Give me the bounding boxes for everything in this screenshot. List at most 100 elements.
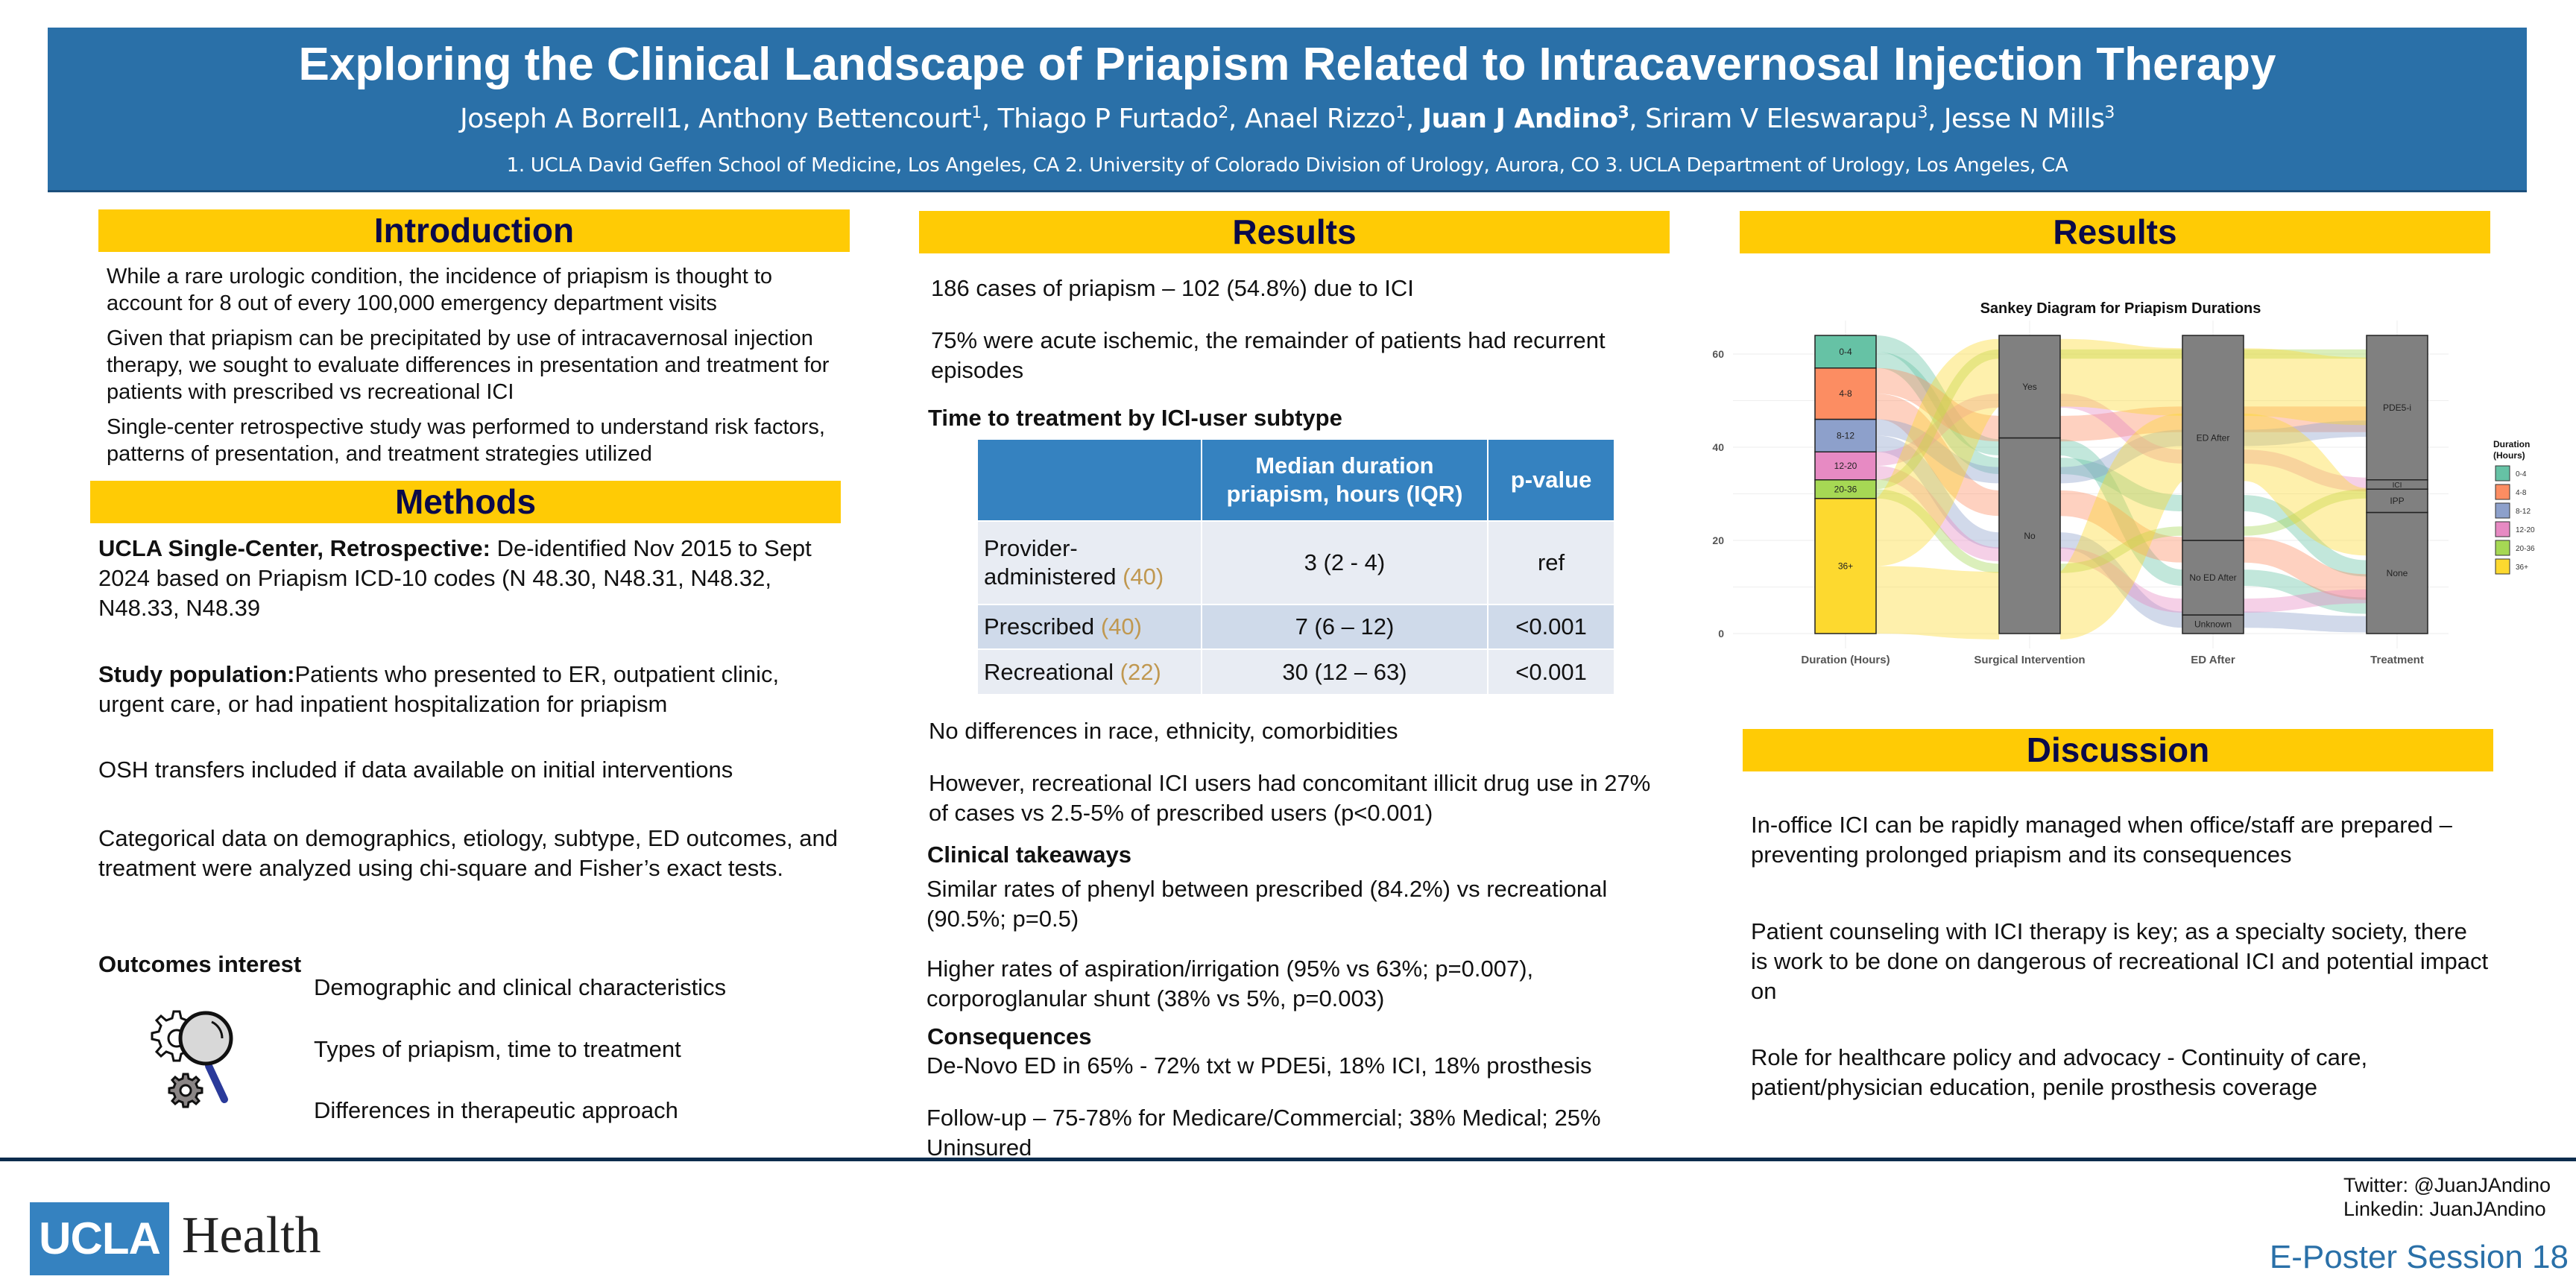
node-label: IPP bbox=[2390, 496, 2404, 506]
discussion-paragraph-2: Patient counseling with ICI therapy is k… bbox=[1751, 918, 2489, 1004]
table-row: Recreational (22) 30 (12 – 63) <0.001 bbox=[978, 648, 1615, 694]
sankey-flow bbox=[2243, 611, 2367, 633]
axis-label: Surgical Intervention bbox=[1974, 654, 2085, 666]
sankey-flow bbox=[2059, 490, 2183, 563]
outcome-item-1: Demographic and clinical characteristics bbox=[314, 974, 727, 1000]
results-heading-right: Results bbox=[1740, 211, 2490, 253]
table-cell-pvalue: <0.001 bbox=[1488, 648, 1615, 694]
sankey-flow bbox=[1872, 338, 2004, 566]
methods-design-text: De-identified Nov 2015 to Sept 2024 base… bbox=[98, 535, 812, 621]
sankey-flow bbox=[1875, 394, 2000, 466]
consequence-follow-up: Follow-up – 75-78% for Medicare/Commerci… bbox=[926, 1105, 1601, 1161]
node-label: PDE5-i bbox=[2383, 402, 2411, 413]
author-name: Jesse N Mills bbox=[1943, 104, 2105, 134]
legend-label: 36+ bbox=[2516, 564, 2528, 572]
author-affiliation-number: 3 bbox=[1917, 104, 1928, 122]
node-label: No bbox=[2024, 531, 2036, 541]
table-cell-median: 7 (6 – 12) bbox=[1201, 604, 1489, 649]
table-header-group bbox=[978, 440, 1202, 521]
results-illicit-drug: However, recreational ICI users had conc… bbox=[929, 770, 1651, 826]
axis-label: ED After bbox=[2191, 654, 2235, 666]
sankey-node bbox=[1814, 335, 1877, 369]
sankey-flow bbox=[2059, 439, 2184, 586]
sankey-flow bbox=[2059, 394, 2183, 464]
sankey-chart: 0 20 40 60 36+ 20-36 12-20 8-12 4-8 0-4 Duration (… bbox=[1703, 291, 2575, 682]
table-cell-median: 30 (12 – 63) bbox=[1201, 648, 1489, 694]
y-tick-label: 0 bbox=[1718, 628, 1724, 640]
table-row: Prescribed (40) 7 (6 – 12) <0.001 bbox=[978, 604, 1615, 649]
sankey-flow bbox=[2059, 458, 2183, 511]
outcome-item-2: Types of priapism, time to treatment bbox=[314, 1036, 681, 1062]
author-name: Juan J Andino bbox=[1421, 104, 1618, 134]
sankey-node bbox=[2366, 335, 2428, 481]
node-label: Unknown bbox=[2194, 619, 2232, 630]
author-list: Joseph A Borrell1, Anthony Bettencourt1,… bbox=[460, 104, 2115, 134]
group-count: (40) bbox=[1100, 613, 1142, 640]
sankey-node bbox=[2366, 511, 2428, 634]
results-no-differences: No differences in race, ethnicity, comor… bbox=[929, 718, 1398, 744]
sankey-flow bbox=[1875, 489, 2000, 573]
author-name: Anael Rizzo bbox=[1244, 104, 1396, 134]
table-cell-group: Provider-administered (40) bbox=[978, 520, 1202, 604]
results-ischemic: 75% were acute ischemic, the remainder o… bbox=[931, 327, 1606, 383]
node-label: Yes bbox=[2022, 382, 2037, 392]
time-to-treatment-table: Median duration priapism, hours (IQR) p-… bbox=[978, 440, 1615, 694]
methods-design: UCLA Single-Center, Retrospective: De-id… bbox=[98, 534, 844, 623]
discussion-heading: Discussion bbox=[1743, 729, 2493, 771]
sankey-flow bbox=[2243, 537, 2367, 600]
node-label: 8-12 bbox=[1837, 430, 1854, 441]
sankey-flow bbox=[1875, 335, 2000, 455]
sankey-flow bbox=[1875, 394, 2001, 517]
sankey-flow bbox=[2059, 526, 2183, 573]
legend-swatch bbox=[2495, 465, 2510, 482]
legend-label: 4-8 bbox=[2516, 489, 2527, 497]
title-banner: Exploring the Clinical Landscape of Pria… bbox=[48, 28, 2527, 192]
sankey-flow bbox=[2243, 495, 2367, 577]
node-label: 4-8 bbox=[1839, 388, 1852, 399]
sankey-node bbox=[2366, 488, 2428, 514]
legend-title: (Hours) bbox=[2493, 450, 2525, 461]
sankey-flow bbox=[2241, 413, 2370, 556]
author-name: Sriram V Eleswarapu bbox=[1645, 104, 1918, 134]
table-cell-pvalue: <0.001 bbox=[1488, 604, 1615, 649]
table-cell-group: Recreational (22) bbox=[978, 648, 1202, 694]
footer-divider bbox=[0, 1158, 2576, 1161]
health-logo-word: Health bbox=[182, 1207, 321, 1264]
legend-swatch bbox=[2495, 558, 2510, 575]
sankey-flow bbox=[2243, 569, 2367, 614]
sankey-flow bbox=[2243, 449, 2367, 492]
affiliations: 1. UCLA David Geffen School of Medicine,… bbox=[506, 154, 2068, 177]
node-label: No ED After bbox=[2189, 572, 2236, 583]
sankey-flow bbox=[2243, 420, 2367, 446]
methods-osh: OSH transfers included if data available… bbox=[98, 757, 733, 783]
sankey-flow bbox=[2243, 348, 2367, 426]
sankey-node bbox=[1814, 451, 1877, 481]
methods-design-label: UCLA Single-Center, Retrospective: bbox=[98, 535, 490, 561]
legend-label: 12-20 bbox=[2516, 526, 2535, 534]
table-header-pvalue: p-value bbox=[1488, 440, 1615, 521]
group-count: (22) bbox=[1120, 658, 1161, 685]
intro-paragraph-3: Single-center retrospective study was pe… bbox=[107, 415, 825, 466]
y-tick-label: 40 bbox=[1712, 441, 1724, 453]
sankey-flow bbox=[1875, 351, 2000, 474]
axis-label: Duration (Hours) bbox=[1801, 654, 1890, 666]
introduction-heading: Introduction bbox=[98, 209, 850, 252]
table-header-median: Median duration priapism, hours (IQR) bbox=[1201, 440, 1489, 521]
sankey-flow bbox=[2059, 547, 2183, 613]
group-count: (40) bbox=[1123, 564, 1164, 590]
node-label: 20-36 bbox=[1834, 484, 1857, 494]
sankey-node bbox=[1998, 335, 2061, 439]
sankey-node bbox=[2182, 540, 2244, 616]
sankey-flow bbox=[1875, 566, 2000, 640]
sankey-flow bbox=[1875, 435, 2000, 549]
sankey-flow bbox=[1875, 419, 2000, 484]
sankey-node bbox=[2182, 335, 2244, 541]
sankey-flow bbox=[2059, 532, 2183, 628]
sankey-flow bbox=[1875, 367, 2000, 442]
consequence-de-novo-ed: De-Novo ED in 65% - 72% txt w PDE5i, 18%… bbox=[926, 1052, 1592, 1079]
table-cell-median: 3 (2 - 4) bbox=[1201, 520, 1489, 604]
legend-label: 0-4 bbox=[2516, 470, 2527, 479]
methods-population-text: Patients who presented to ER, outpatient… bbox=[98, 661, 780, 717]
sankey-flow bbox=[2059, 406, 2183, 442]
table-header-row: Median duration priapism, hours (IQR) p-… bbox=[978, 440, 1615, 521]
